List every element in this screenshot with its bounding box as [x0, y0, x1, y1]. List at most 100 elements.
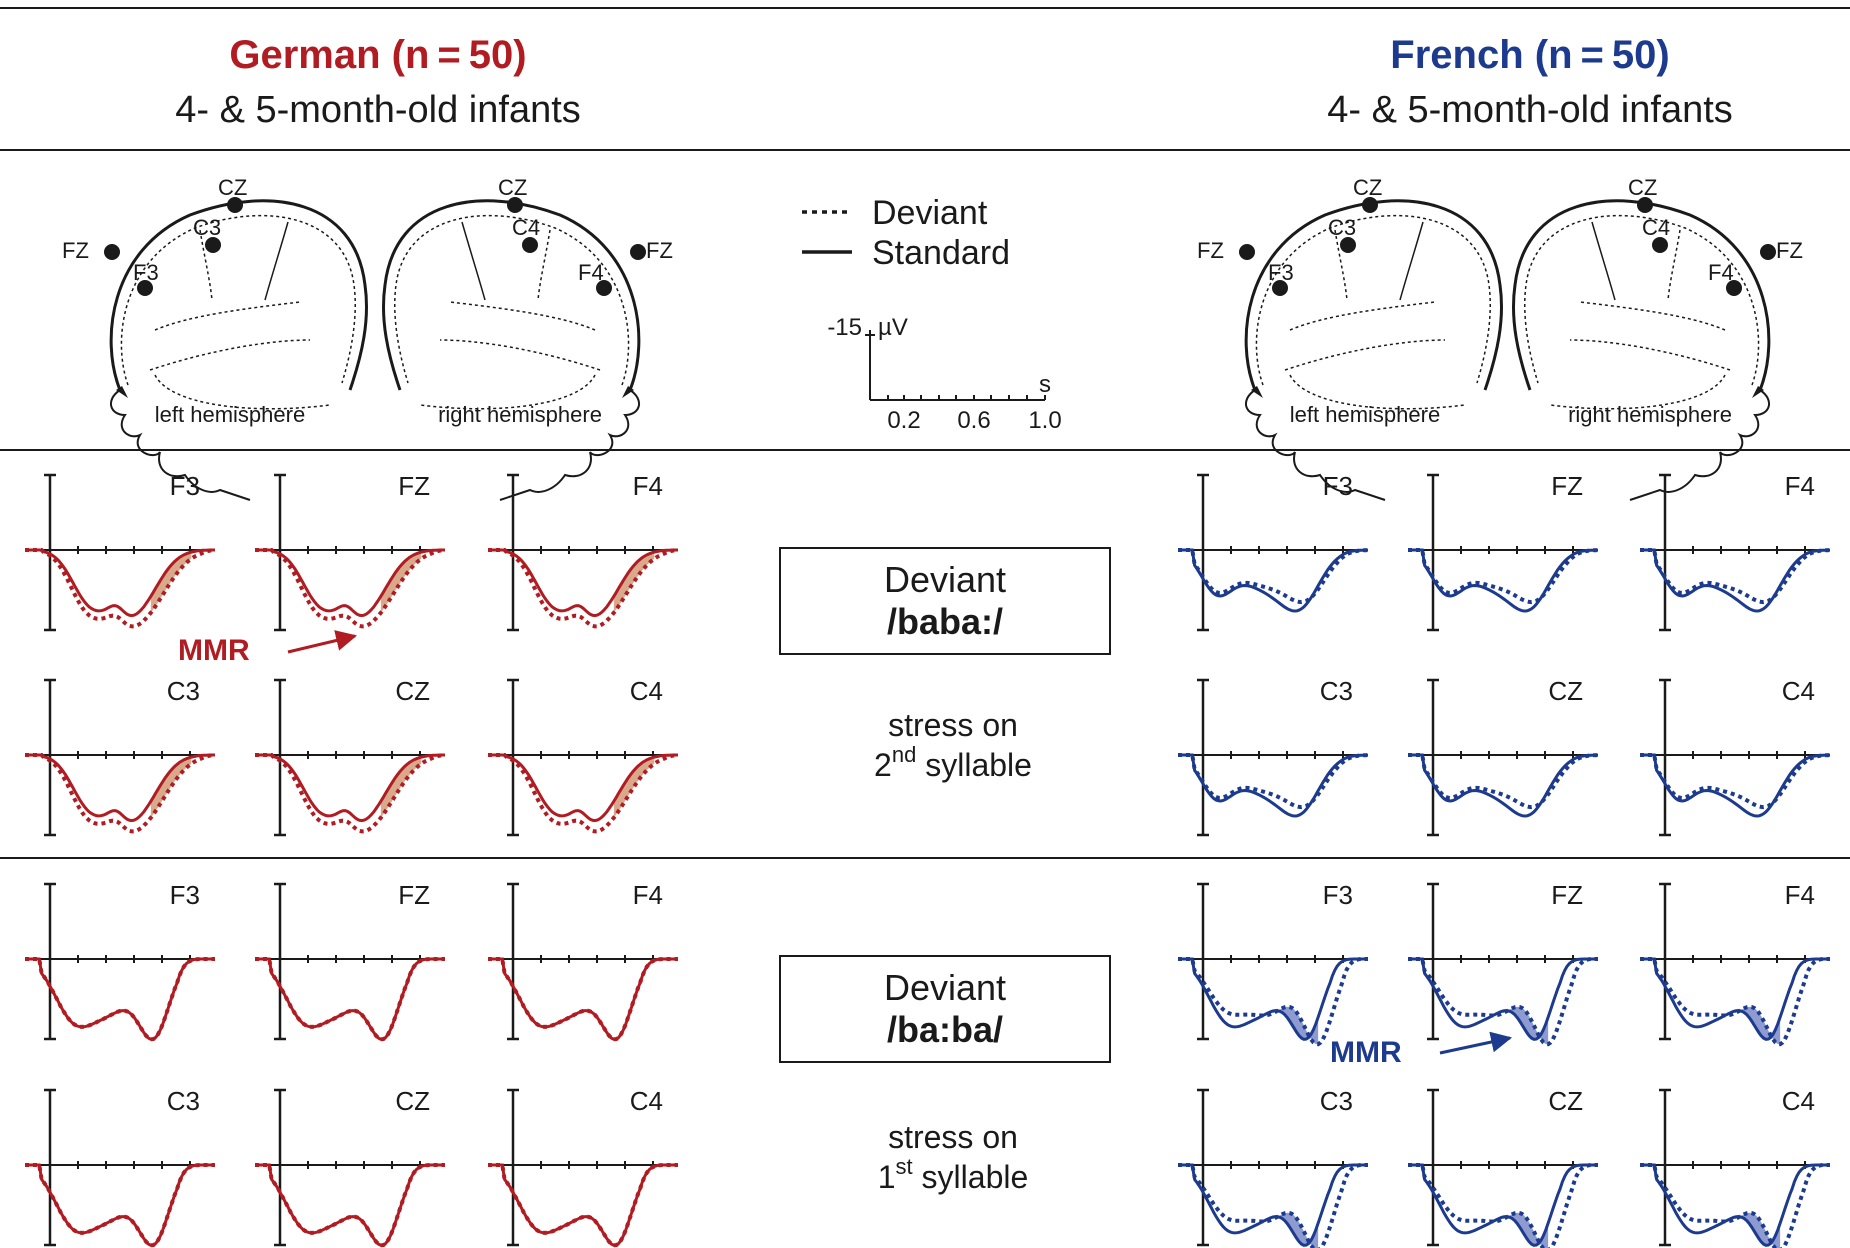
erp-panel: F3 [1178, 880, 1368, 1047]
electrode-label: CZ [1628, 175, 1657, 200]
condition-box [779, 955, 1111, 1063]
standard-waveform [255, 753, 445, 823]
standard-waveform [488, 1163, 678, 1247]
deviant-waveform [1178, 957, 1368, 1047]
electrode-dot [630, 244, 646, 260]
standard-waveform [488, 548, 678, 618]
condition-stimulus: /ba:ba/ [887, 1009, 1003, 1050]
panel-electrode-label: C3 [1320, 1086, 1353, 1116]
electrode-label: CZ [498, 175, 527, 200]
erp-panel: F4 [488, 880, 678, 1042]
stress-ordinal-suffix: st [896, 1154, 913, 1179]
electrode-dot [1652, 237, 1668, 253]
erp-panel: FZ [1408, 471, 1599, 632]
electrode-label: C4 [1642, 215, 1670, 240]
mmr-annotation-french: MMR [1330, 1031, 1513, 1069]
standard-waveform [25, 548, 215, 618]
scale-y-unit: µV [878, 314, 908, 341]
standard-waveform [25, 1163, 215, 1247]
electrode-dot [522, 237, 538, 253]
electrode-label: FZ [646, 238, 673, 263]
erp-panel: C3 [25, 676, 216, 837]
german-header: German (n = 50) 4- & 5-month-old infants [175, 33, 581, 131]
legend: Deviant Standard [802, 194, 1010, 272]
electrode-label: C3 [193, 215, 221, 240]
deviant-waveform [1408, 753, 1599, 810]
standard-waveform [255, 957, 445, 1041]
erp-panel: FZ [255, 471, 446, 632]
stress-rest: syllable [916, 747, 1032, 783]
panel-electrode-label: F4 [633, 880, 663, 910]
electrode-label: F3 [1268, 260, 1294, 285]
stress-ordinal-suffix: nd [892, 742, 916, 767]
scale-y-label: -15 [827, 314, 862, 341]
panel-electrode-label: FZ [1551, 880, 1583, 910]
standard-waveform [488, 957, 678, 1041]
electrode-label: F4 [578, 260, 604, 285]
electrode-dot [227, 197, 243, 213]
panel-electrode-label: F3 [1323, 471, 1353, 501]
mmr-arrow [1439, 1031, 1513, 1055]
condition-stimulus: /baba:/ [887, 601, 1003, 642]
electrode-label: FZ [1197, 238, 1224, 263]
erp-panel: C4 [1640, 676, 1831, 837]
electrode-label: CZ [218, 175, 247, 200]
panel-electrode-label: C4 [1782, 1086, 1815, 1116]
electrode-label: FZ [62, 238, 89, 263]
deviant-waveform [488, 1163, 678, 1248]
deviant-waveform [488, 957, 678, 1042]
electrode-dot [1340, 237, 1356, 253]
electrode-label: FZ [1776, 238, 1803, 263]
condition-deviant-word: Deviant [884, 559, 1006, 600]
standard-waveform [1640, 957, 1830, 1041]
legend-standard-label: Standard [872, 234, 1010, 272]
panel-electrode-label: CZ [1548, 1086, 1583, 1116]
erp-panel: F4 [1640, 880, 1830, 1047]
erp-panel: F4 [488, 471, 679, 632]
standard-waveform [255, 1163, 445, 1247]
condition-ba-long-ba-box: Deviant /ba:ba/ [779, 955, 1111, 1063]
stress-line1: stress on [888, 707, 1018, 743]
scale-x-unit: s [1039, 371, 1051, 398]
electrode-label: C4 [512, 215, 540, 240]
panel-electrode-label: F3 [1323, 880, 1353, 910]
deviant-waveform [1640, 548, 1831, 605]
deviant-waveform [1408, 1163, 1598, 1248]
right-hemisphere-label: right hemisphere [438, 402, 602, 427]
deviant-waveform [1178, 1163, 1368, 1248]
electrode-label: C3 [1328, 215, 1356, 240]
panel-electrode-label: F3 [170, 880, 200, 910]
condition-stress-2nd: stress on 2nd syllable [874, 707, 1032, 783]
erp-panel: C3 [25, 1086, 215, 1248]
standard-waveform [1408, 1163, 1598, 1247]
erp-panel: C3 [1178, 1086, 1368, 1248]
french-group-title: French (n = 50) [1390, 33, 1669, 77]
scale-x-ticks [887, 395, 1046, 400]
electrode-dot [1637, 197, 1653, 213]
deviant-waveform [1178, 548, 1369, 605]
electrode-dot [104, 244, 120, 260]
left-hemisphere-label: left hemisphere [1290, 402, 1440, 427]
deviant-waveform [25, 957, 215, 1042]
stress-line2: 2nd syllable [874, 742, 1032, 783]
erp-panel: F3 [25, 471, 216, 632]
erp-panel: C4 [488, 1086, 678, 1248]
deviant-waveform [25, 753, 216, 834]
standard-waveform [1178, 957, 1368, 1041]
standard-waveform [25, 753, 215, 823]
panel-electrode-label: C3 [167, 676, 200, 706]
french-head-right: CZ C4 FZ F4 right hemisphere [1511, 175, 1803, 502]
condition-baba-long-box: Deviant /baba:/ [779, 547, 1111, 655]
french-header: French (n = 50) 4- & 5-month-old infants [1327, 33, 1733, 131]
standard-waveform [1640, 1163, 1830, 1247]
electrode-dot [1239, 244, 1255, 260]
erp-panel: FZ [1408, 880, 1598, 1047]
erp-panel: F3 [1178, 471, 1369, 632]
deviant-waveform [1640, 1163, 1830, 1248]
mmr-label: MMR [1330, 1036, 1402, 1069]
panel-electrode-label: C3 [1320, 676, 1353, 706]
deviant-waveform [25, 1163, 215, 1248]
deviant-waveform [255, 1163, 445, 1248]
german-group-subtitle: 4- & 5-month-old infants [175, 89, 581, 131]
